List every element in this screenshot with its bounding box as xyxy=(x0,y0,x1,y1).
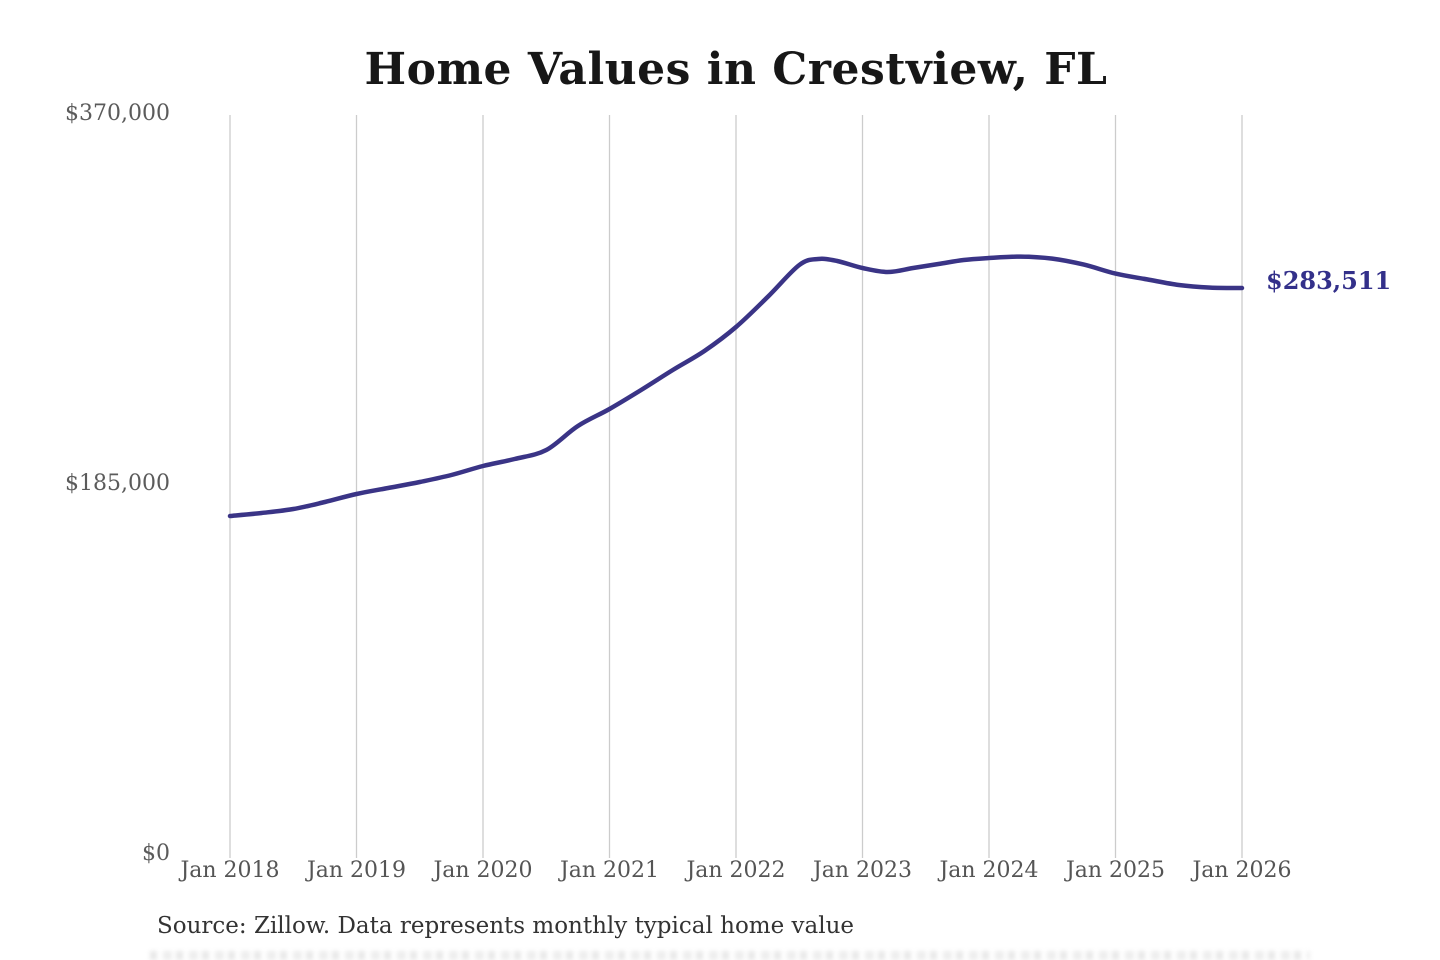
y-axis-label: $185,000 xyxy=(65,471,170,496)
source-attribution: Source: Zillow. Data represents monthly … xyxy=(157,913,855,939)
y-axis-label: $0 xyxy=(142,841,170,866)
x-axis-label: Jan 2024 xyxy=(939,858,1039,883)
x-axis-label: Jan 2019 xyxy=(306,858,407,883)
x-axis-label: Jan 2023 xyxy=(812,858,913,883)
x-axis-label: Jan 2026 xyxy=(1192,858,1292,883)
cropped-text-remnant xyxy=(150,951,1310,960)
x-axis-label: Jan 2018 xyxy=(180,858,280,883)
x-axis-label: Jan 2020 xyxy=(433,858,533,883)
x-axis-label: Jan 2022 xyxy=(686,858,786,883)
y-axis-label: $370,000 xyxy=(65,101,170,126)
chart-title: Home Values in Crestview, FL xyxy=(364,44,1108,95)
home-value-line xyxy=(227,254,1245,519)
x-axis-label: Jan 2025 xyxy=(1065,858,1166,883)
latest-value-label: $283,511 xyxy=(1266,265,1392,295)
x-axis-label: Jan 2021 xyxy=(559,858,660,883)
